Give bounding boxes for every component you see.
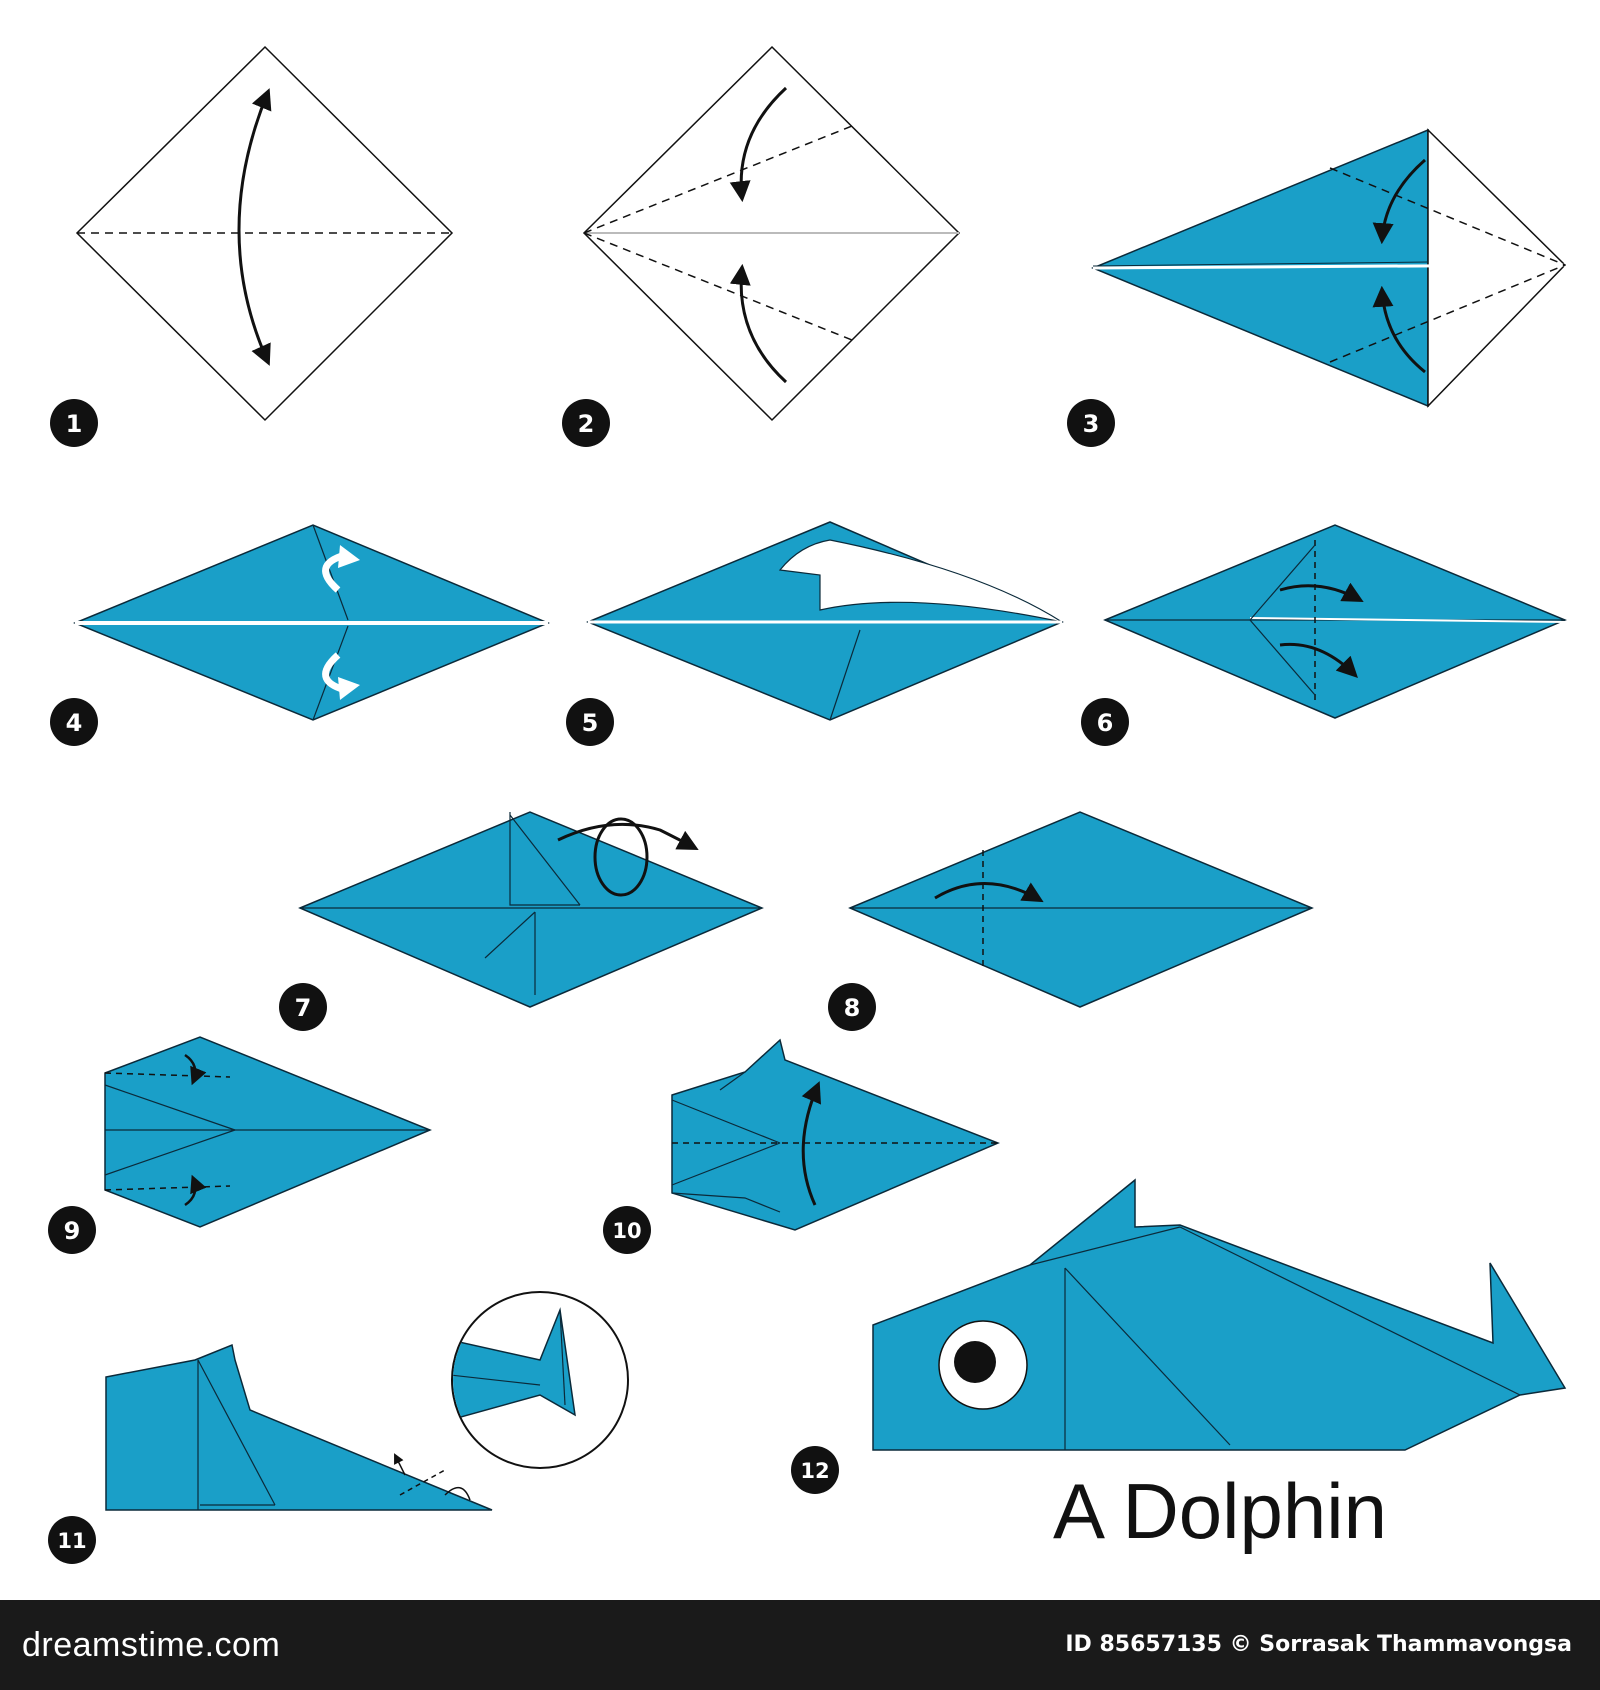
step-number: 10 xyxy=(612,1219,641,1243)
fold-arrow xyxy=(729,263,788,384)
step-1-diagram xyxy=(75,45,454,422)
step-number: 7 xyxy=(295,994,312,1022)
step-12-dolphin xyxy=(872,1178,1567,1451)
fold-arrow xyxy=(801,1081,822,1206)
step-badge-7: 7 xyxy=(279,983,327,1031)
step-badge-8: 8 xyxy=(828,983,876,1031)
step-number: 1 xyxy=(66,410,83,438)
step-number: 5 xyxy=(582,709,599,737)
step-11-diagram xyxy=(105,1291,629,1511)
fold-arrow xyxy=(237,88,272,366)
step-2-diagram xyxy=(582,45,961,422)
origami-diagram: A Dolphin 1 2 3 4 5 6 7 8 9 10 11 12 xyxy=(48,45,1567,1564)
fold-arrow xyxy=(184,1053,207,1086)
brand-logo[interactable]: dreamstime.com xyxy=(22,1626,281,1664)
step-badge-3: 3 xyxy=(1067,399,1115,447)
fold-arrow xyxy=(1279,582,1364,603)
fold-arrow xyxy=(1372,158,1426,245)
step-badge-11: 11 xyxy=(48,1516,96,1564)
step-number: 11 xyxy=(57,1529,86,1553)
step-badge-1: 1 xyxy=(50,399,98,447)
footer-bar: dreamstime.com ID 85657135 © Sorrasak Th… xyxy=(0,1600,1600,1690)
step-number: 4 xyxy=(66,709,83,737)
step-4-diagram xyxy=(73,524,550,721)
fold-arrow xyxy=(729,86,788,203)
fold-arrow xyxy=(557,822,699,850)
step-6-diagram xyxy=(1103,524,1567,719)
step-number: 12 xyxy=(800,1459,829,1483)
fold-arrow xyxy=(184,1174,207,1207)
step-badge-2: 2 xyxy=(562,399,610,447)
step-5-diagram xyxy=(586,521,1064,721)
step-badge-4: 4 xyxy=(50,698,98,746)
step-10-diagram xyxy=(671,1038,1000,1231)
step-badge-12: 12 xyxy=(791,1446,839,1494)
step-badge-9: 9 xyxy=(48,1206,96,1254)
diagram-title: A Dolphin xyxy=(1053,1467,1387,1555)
fold-arrow xyxy=(934,882,1044,903)
image-credit: ID 85657135 © Sorrasak Thammavongsa xyxy=(1065,1632,1572,1657)
step-badge-10: 10 xyxy=(603,1206,651,1254)
step-badge-6: 6 xyxy=(1081,698,1129,746)
step-9-diagram xyxy=(104,1036,432,1228)
fold-arrow xyxy=(1279,642,1358,678)
step-7-diagram xyxy=(298,811,764,1008)
step-number: 6 xyxy=(1097,709,1114,737)
step-number: 9 xyxy=(64,1217,81,1245)
step-number: 8 xyxy=(844,994,861,1022)
step-number: 3 xyxy=(1083,410,1100,438)
step-number: 2 xyxy=(578,410,595,438)
step-badge-5: 5 xyxy=(566,698,614,746)
fold-arrow xyxy=(1372,285,1426,374)
step-3-diagram xyxy=(1091,128,1567,408)
step-8-diagram xyxy=(848,811,1314,1008)
